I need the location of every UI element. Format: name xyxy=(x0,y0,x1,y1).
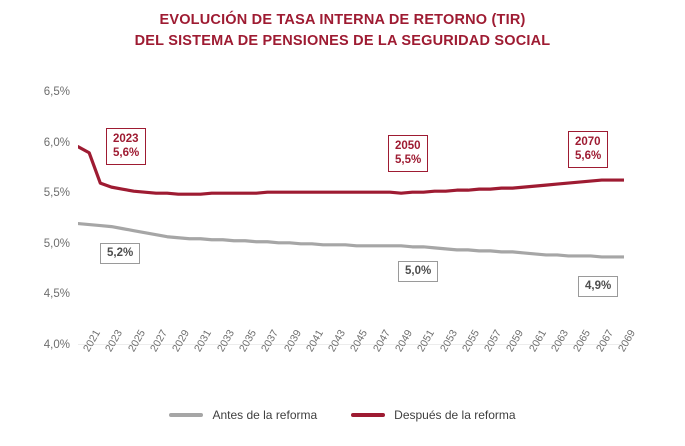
y-tick-label: 6,5% xyxy=(43,86,70,98)
annotation-before-start: 5,2% xyxy=(100,243,141,264)
annotation-2050-value: 5,5% xyxy=(395,154,422,166)
annotation-2023-value: 5,6% xyxy=(113,147,140,159)
annotation-2070-year: 2070 xyxy=(575,136,601,148)
annotation-2070-value: 5,6% xyxy=(575,150,602,162)
y-axis: 4,0% 4,5% 5,0% 5,5% 6,0% 6,5% xyxy=(0,86,70,351)
chart-title: EVOLUCIÓN DE TASA INTERNA DE RETORNO (TI… xyxy=(0,10,685,52)
annotation-2023-year: 2023 xyxy=(113,133,139,145)
plot-area xyxy=(78,92,624,345)
y-tick-label: 4,5% xyxy=(43,288,70,301)
line-antes-de-la-reforma xyxy=(78,221,624,259)
annotation-2023: 2023 5,6% xyxy=(106,128,147,165)
line-despues-de-la-reforma xyxy=(78,145,624,196)
legend-label-antes: Antes de la reforma xyxy=(212,408,318,422)
annotation-2070: 2070 5,6% xyxy=(568,131,609,168)
legend-item-antes: Antes de la reforma xyxy=(169,408,317,422)
annotation-before-end: 4,9% xyxy=(578,276,619,297)
legend: Antes de la reforma Después de la reform… xyxy=(0,408,685,422)
chart-title-line-1: EVOLUCIÓN DE TASA INTERNA DE RETORNO (TI… xyxy=(159,12,526,28)
plot-svg xyxy=(78,145,624,345)
legend-swatch-despues xyxy=(351,413,386,417)
y-tick-label: 4,0% xyxy=(43,339,70,351)
legend-label-despues: Después de la reforma xyxy=(394,408,516,422)
legend-item-despues: Después de la reforma xyxy=(351,408,516,422)
legend-swatch-antes xyxy=(169,413,204,417)
y-tick-label: 6,0% xyxy=(43,136,70,149)
y-tick-label: 5,0% xyxy=(43,237,70,250)
x-axis: 2021 2023 2025 2027 2029 2031 2033 2035 2037 2039… xyxy=(78,328,638,398)
annotation-before-mid: 5,0% xyxy=(398,261,439,282)
chart-title-line-2: DEL SISTEMA DE PENSIONES DE LA SEGURIDAD… xyxy=(134,33,551,49)
y-tick-label: 5,5% xyxy=(43,187,70,200)
annotation-2050-year: 2050 xyxy=(395,140,421,152)
annotation-2050: 2050 5,5% xyxy=(388,135,429,172)
